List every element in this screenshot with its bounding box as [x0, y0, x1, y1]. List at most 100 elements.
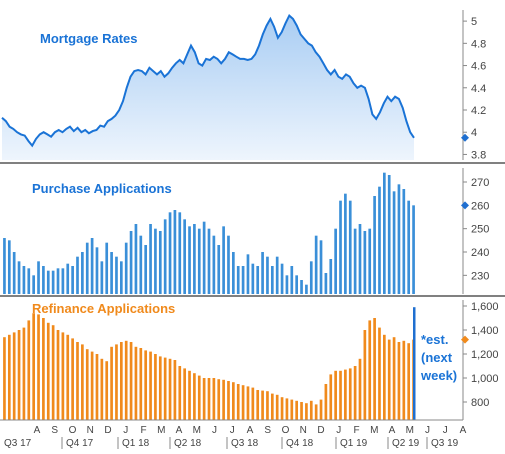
- x-quarter-label: Q2 18: [174, 438, 202, 449]
- refinance-bar: [319, 399, 323, 420]
- refinance-bar: [285, 398, 289, 420]
- purchase-bar: [300, 280, 303, 294]
- purchase-bar: [56, 268, 60, 294]
- refinance-bar: [27, 320, 31, 420]
- purchase-bar: [188, 226, 191, 294]
- purchase-bar: [368, 228, 372, 294]
- x-month-label: O: [282, 425, 290, 436]
- refinance-bar: [46, 322, 50, 420]
- purchase-bar: [71, 266, 74, 294]
- refinance-bar: [300, 402, 303, 420]
- refinance-bar: [217, 379, 221, 420]
- purchase-bar: [3, 238, 6, 294]
- rates-y-tick-label: 5: [471, 16, 477, 28]
- refinance-bar: [295, 400, 299, 420]
- purchase-bar: [100, 261, 104, 294]
- purchase-bar: [76, 256, 79, 294]
- purchase-bar: [110, 252, 113, 294]
- refinance-bar: [105, 361, 109, 420]
- refinance-bar: [66, 334, 70, 420]
- refinance-bar: [17, 330, 21, 420]
- purchase-bar: [319, 240, 323, 294]
- refinance-bar: [124, 340, 128, 420]
- purchase-bar: [139, 235, 143, 294]
- purchase-bar: [270, 266, 274, 294]
- purchase-bar: [183, 219, 186, 294]
- purchase-bar: [275, 256, 279, 294]
- refinance-bar: [12, 332, 16, 420]
- refinance-bar: [270, 393, 274, 420]
- purchase-bar: [197, 228, 201, 294]
- purchase-bar: [227, 235, 230, 294]
- refinance-bar: [207, 378, 211, 420]
- refinance-bar: [280, 397, 284, 420]
- refinance-bar: [324, 384, 328, 420]
- x-month-label: F: [140, 425, 146, 436]
- refinance-bar: [275, 394, 279, 420]
- x-month-label: M: [406, 425, 414, 436]
- purchase-bar: [51, 270, 55, 294]
- refinance-bar: [290, 399, 294, 420]
- purchase-bar: [178, 212, 182, 294]
- refinance-bar: [232, 382, 235, 420]
- refinance-bar: [42, 318, 45, 420]
- refinance-bar: [197, 375, 201, 420]
- rates-y-tick-label: 4.8: [471, 38, 486, 50]
- refinance-y-tick-label: 1,400: [471, 325, 499, 337]
- purchase-bar: [7, 240, 11, 294]
- estimate-note-line-3: week): [420, 368, 457, 383]
- refinance-bar: [246, 386, 250, 420]
- x-month-label: J: [212, 425, 217, 436]
- refinance-bar: [134, 346, 138, 420]
- refinance-bar: [158, 356, 162, 420]
- x-month-label: J: [425, 425, 430, 436]
- refinance-bar: [129, 342, 133, 420]
- purchase-bar: [348, 200, 352, 294]
- purchase-bar: [46, 270, 50, 294]
- purchase-bar: [37, 261, 40, 294]
- refinance-bar: [314, 404, 318, 420]
- refinance-bar: [392, 337, 396, 420]
- refinance-y-tick-label: 1,000: [471, 373, 499, 385]
- purchase-bar: [295, 275, 299, 294]
- purchase-bar: [387, 175, 391, 294]
- purchase-bar: [42, 266, 45, 294]
- purchase-bar: [207, 228, 211, 294]
- purchase-bar: [358, 224, 362, 294]
- refinance-y-tick-label: 1,200: [471, 349, 499, 361]
- x-quarter-label: Q1 19: [340, 438, 368, 449]
- x-month-label: S: [51, 425, 58, 436]
- refinance-bar: [95, 354, 99, 420]
- refinance-bar: [61, 332, 65, 420]
- x-month-label: D: [104, 425, 111, 436]
- purchase-bar: [168, 212, 172, 294]
- rates-y-tick-label: 4: [471, 127, 477, 139]
- refinance-bar: [168, 358, 172, 420]
- estimate-note-line-2: (next: [421, 350, 453, 365]
- purchase-y-tick-label: 250: [471, 224, 489, 236]
- x-month-label: A: [460, 425, 467, 436]
- x-month-label: A: [247, 425, 254, 436]
- purchase-bar: [212, 235, 216, 294]
- refinance-bar: [236, 384, 240, 420]
- refinance-bar: [183, 368, 186, 420]
- refinance-bar: [149, 351, 152, 420]
- purchase-bar: [236, 266, 240, 294]
- purchase-bar: [363, 231, 367, 294]
- x-quarter-label: Q4 18: [286, 438, 314, 449]
- refinance-panel-title: Refinance Applications: [32, 301, 175, 316]
- refinance-bar: [266, 391, 269, 420]
- purchase-bar: [266, 256, 269, 294]
- refinance-bar: [261, 390, 264, 420]
- refinance-bar: [51, 325, 55, 420]
- purchase-bar: [373, 196, 376, 294]
- purchase-panel: 270 260 250 240 230: [3, 168, 489, 294]
- refinance-bar: [3, 337, 6, 420]
- x-month-label: N: [87, 425, 94, 436]
- purchase-y-tick-label: 240: [471, 247, 489, 259]
- refinance-bar: [256, 390, 260, 420]
- refinance-bar: [154, 354, 157, 420]
- purchase-bar: [217, 245, 221, 294]
- purchase-current-marker: [461, 201, 469, 210]
